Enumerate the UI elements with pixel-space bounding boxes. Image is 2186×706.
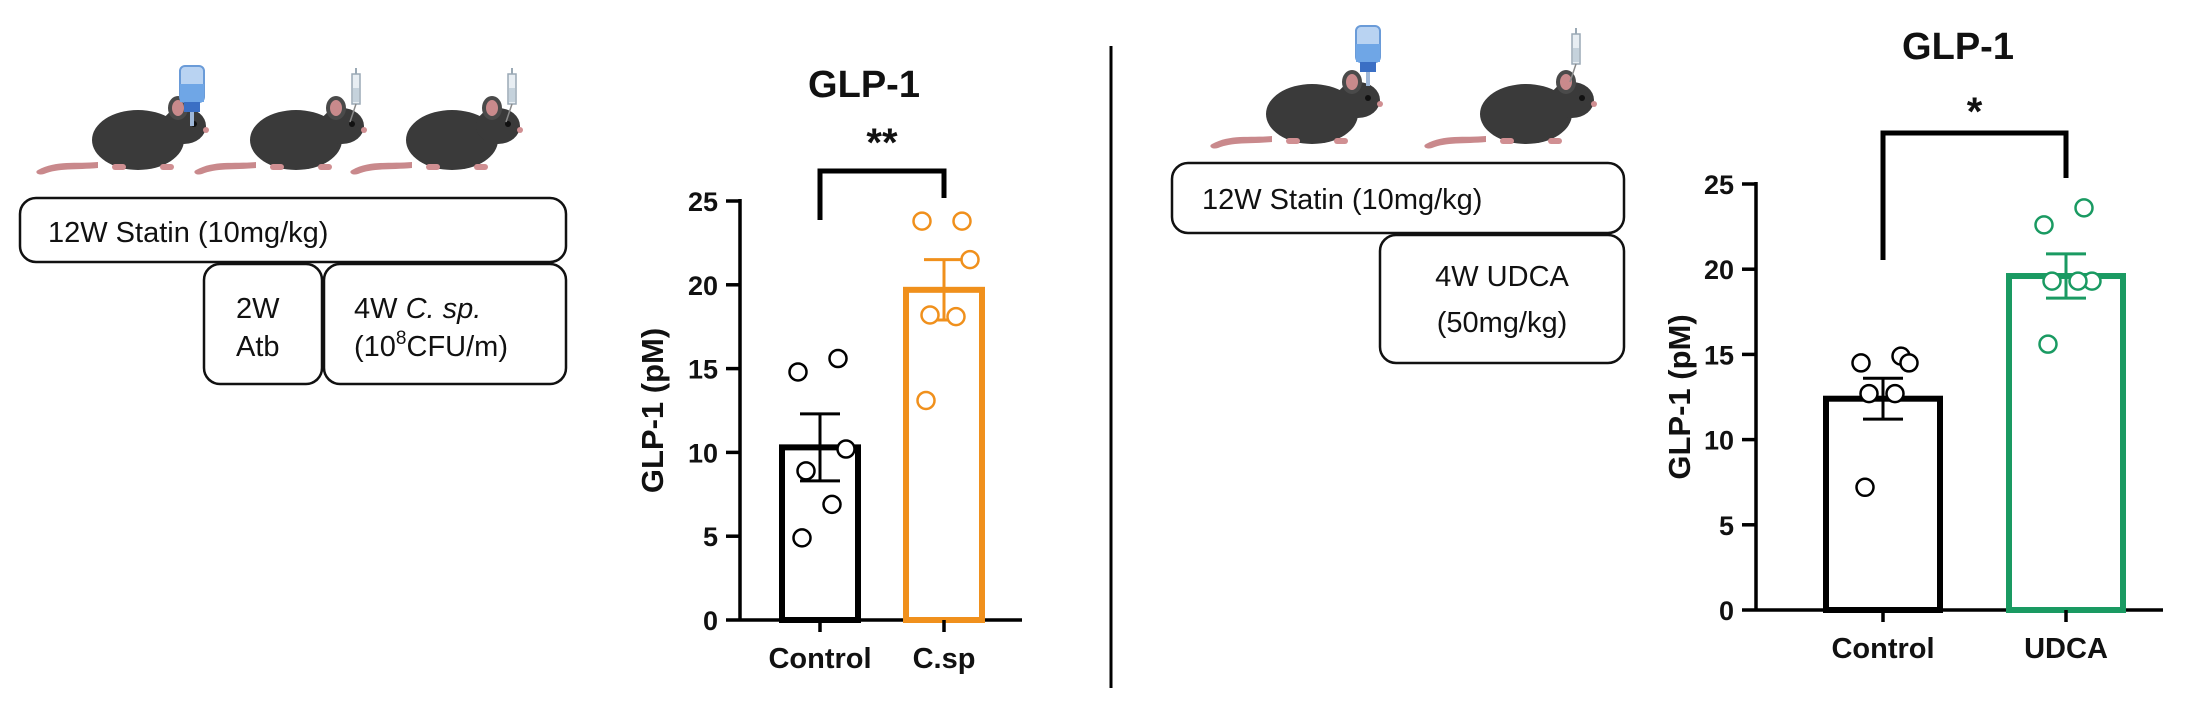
chart-title: GLP-1	[808, 64, 920, 106]
bar-udca	[2006, 273, 2126, 613]
data-point	[796, 461, 816, 481]
data-point	[2034, 215, 2054, 235]
significance-bracket	[817, 168, 947, 220]
csp-dose-duration: 4W	[354, 293, 406, 325]
y-tick-label: 25	[688, 187, 718, 217]
data-point	[1885, 383, 1905, 404]
x-tick-label: Control	[768, 643, 871, 675]
significance-stars: *	[1967, 90, 1983, 134]
csp-box-label-line1: 4W C. sp.	[354, 293, 481, 325]
data-point	[2042, 271, 2062, 291]
mouse-icon	[36, 96, 209, 175]
atb-box-label-line2: Atb	[236, 331, 280, 363]
csp-dose-suffix: CFU/m)	[407, 331, 508, 363]
chart-title: GLP-1	[1902, 26, 2014, 68]
data-point	[828, 348, 848, 369]
mouse-icon	[194, 96, 367, 175]
data-point	[1851, 353, 1871, 373]
csp-box	[322, 262, 568, 386]
glp1-chart-udca: GLP-1 GLP-1 (pM) 0 5 10 15 20 25 Control UDCA *	[1662, 26, 2163, 665]
y-tick-label: 15	[688, 355, 718, 385]
atb-box	[202, 262, 324, 386]
data-point	[920, 305, 940, 325]
y-tick-label: 25	[1704, 170, 1734, 200]
data-point	[916, 390, 936, 411]
glp1-chart-csp: GLP-1 GLP-1 (pM) 0 5 10 15 20 25 Control C.sp **	[635, 64, 1022, 675]
data-point	[822, 494, 842, 515]
mouse-icon	[1424, 70, 1597, 149]
data-point	[2068, 271, 2088, 291]
y-tick-label: 10	[1704, 426, 1734, 456]
data-point	[1859, 383, 1879, 404]
mouse-icon	[1210, 70, 1383, 149]
data-point	[960, 249, 980, 270]
y-tick-label: 5	[1719, 511, 1734, 541]
statin-box-label: 12W Statin (10mg/kg)	[48, 217, 328, 249]
y-tick-label: 15	[1704, 340, 1734, 370]
y-tick-label: 0	[703, 606, 718, 636]
right-illustration	[1210, 25, 1597, 149]
mouse-icon	[350, 96, 523, 175]
data-point	[792, 528, 812, 548]
data-point	[1899, 353, 1919, 373]
atb-box-label-line1: 2W	[236, 293, 280, 325]
right-schematic: 12W Statin (10mg/kg) 4W UDCA (50mg/kg)	[1170, 25, 1626, 365]
data-point	[952, 211, 972, 231]
statin-box	[18, 196, 568, 264]
udca-box-label-line1: 4W UDCA	[1435, 261, 1569, 293]
x-tick-label: C.sp	[913, 643, 976, 675]
csp-species-name: C. sp.	[406, 293, 482, 325]
significance-stars: **	[866, 121, 898, 165]
y-tick-label: 0	[1719, 596, 1734, 626]
data-point	[1855, 477, 1875, 498]
csp-dose-exponent: 8	[396, 328, 407, 349]
left-illustration	[36, 65, 523, 175]
udca-box	[1378, 233, 1626, 365]
statin-box-label: 12W Statin (10mg/kg)	[1202, 184, 1482, 216]
udca-box-label-line2: (50mg/kg)	[1437, 307, 1568, 339]
left-schematic: 12W Statin (10mg/kg) 2W Atb 4W C. sp. (1…	[18, 65, 568, 386]
data-point	[2038, 334, 2058, 354]
data-point	[788, 362, 808, 382]
data-point	[946, 306, 966, 327]
bar-control	[1823, 395, 1943, 614]
statin-box	[1170, 161, 1626, 235]
data-point	[836, 439, 856, 459]
y-axis-label: GLP-1 (pM)	[635, 328, 670, 493]
y-tick-label: 5	[703, 522, 718, 552]
x-tick-label: Control	[1831, 633, 1934, 665]
csp-dose-prefix: (10	[354, 331, 396, 363]
y-tick-label: 10	[688, 438, 718, 468]
x-tick-label: UDCA	[2024, 633, 2108, 665]
y-axis-label: GLP-1 (pM)	[1662, 314, 1697, 479]
bar-c-sp	[903, 286, 985, 623]
significance-bracket	[1880, 130, 2069, 260]
y-tick-label: 20	[688, 271, 718, 301]
csp-box-label-line2: (108CFU/m)	[354, 328, 508, 363]
data-point	[2074, 198, 2094, 218]
data-point	[912, 211, 932, 231]
y-tick-label: 20	[1704, 255, 1734, 285]
